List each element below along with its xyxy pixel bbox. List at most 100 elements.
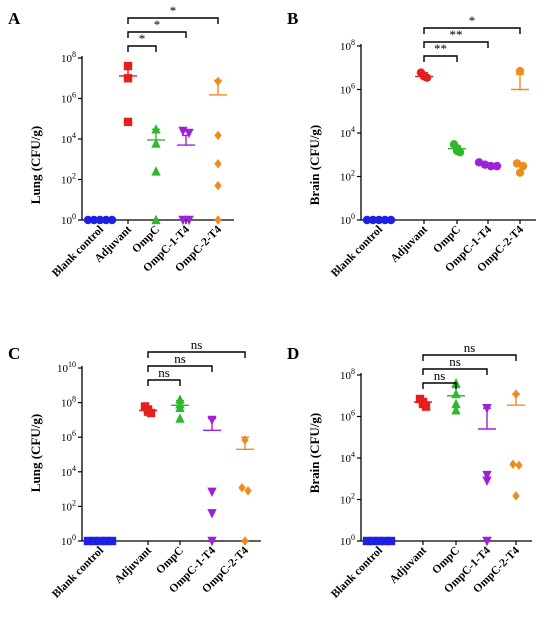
y-axis-label: Lung (CFU/g)	[28, 126, 43, 204]
data-point	[151, 124, 161, 134]
data-point	[175, 402, 185, 413]
y-tick-label: 102	[340, 492, 355, 507]
y-tick-label: 106	[340, 409, 355, 424]
data-point	[482, 536, 492, 547]
y-axis-label: Brain (CFU/g)	[307, 125, 322, 206]
data-point	[451, 398, 461, 409]
y-tick-label: 100	[61, 533, 76, 548]
data-point	[241, 435, 249, 445]
significance-bracket	[423, 41, 489, 48]
panel-letter: C	[8, 344, 20, 363]
data-point	[214, 215, 222, 225]
data-point	[107, 536, 117, 546]
significance-bracket	[423, 27, 521, 34]
data-point	[509, 459, 517, 469]
significance-bracket	[422, 382, 457, 389]
y-tick-label: 108	[340, 38, 355, 53]
data-point	[518, 161, 528, 171]
data-point	[362, 536, 372, 546]
data-point	[151, 138, 161, 148]
significance-bracket	[127, 17, 219, 24]
data-point	[214, 76, 222, 87]
significance-label: ns	[191, 337, 203, 352]
significance-label: ns	[158, 365, 170, 380]
data-point	[95, 536, 105, 546]
y-tick-label: 104	[61, 464, 76, 479]
data-point	[515, 168, 525, 177]
data-point	[214, 130, 222, 141]
data-point	[386, 536, 396, 546]
data-point	[515, 66, 525, 76]
data-point	[146, 408, 156, 418]
data-point	[244, 486, 252, 496]
data-point	[101, 536, 111, 546]
data-point	[175, 413, 185, 423]
data-point	[492, 161, 502, 171]
y-tick-label: 100	[340, 212, 355, 227]
significance-label: *	[139, 31, 146, 46]
significance-bracket	[422, 354, 517, 361]
data-point	[380, 536, 390, 546]
x-tick-label: Blank control	[329, 224, 385, 280]
data-point	[455, 148, 465, 157]
data-point	[374, 536, 384, 546]
x-tick-label: Adjuvant	[389, 224, 431, 266]
x-tick-label: Adjuvant	[388, 545, 430, 587]
y-tick-label: 100	[61, 212, 76, 227]
significance-bracket	[422, 368, 488, 375]
data-point	[123, 74, 133, 83]
y-tick-label: 108	[61, 395, 76, 410]
data-point	[214, 180, 222, 191]
significance-label: ns	[449, 354, 461, 369]
data-point	[101, 215, 111, 225]
panel-c: C Lung (CFU/g) 100 102 104 106 108 1010 Blank …	[8, 337, 261, 601]
data-point	[374, 215, 384, 225]
data-point	[175, 394, 185, 404]
y-tick-label: 102	[61, 498, 76, 513]
y-tick-label: 104	[340, 125, 355, 140]
data-point	[512, 491, 520, 501]
data-point	[83, 215, 93, 225]
y-tick-label: 100	[340, 533, 355, 548]
significance-bracket	[147, 365, 213, 372]
panel-letter: B	[287, 9, 298, 28]
significance-bracket	[127, 31, 187, 38]
significance-bracket	[147, 351, 246, 358]
data-point	[89, 215, 99, 225]
data-point	[482, 476, 492, 486]
data-point	[482, 404, 492, 414]
data-point	[207, 509, 217, 519]
significance-bracket	[423, 55, 458, 62]
data-point	[207, 487, 217, 497]
data-point	[421, 402, 431, 411]
y-tick-label: 106	[340, 82, 355, 97]
panel-d: D Brain (CFU/g) 100 102 104 106 108 Blank con…	[287, 340, 532, 601]
data-point	[515, 460, 523, 470]
data-point	[241, 536, 249, 546]
data-point	[380, 215, 390, 225]
data-point	[486, 161, 496, 171]
significance-bracket	[127, 45, 157, 52]
y-tick-label: 108	[61, 50, 76, 65]
data-point	[151, 214, 161, 225]
data-point	[238, 483, 246, 493]
data-point	[83, 536, 93, 546]
data-point	[184, 128, 194, 139]
y-tick-label: 106	[61, 91, 76, 106]
y-axis-label: Lung (CFU/g)	[28, 414, 43, 492]
significance-label: *	[154, 17, 161, 32]
significance-label: **	[434, 41, 447, 56]
significance-label: ns	[174, 351, 186, 366]
data-point	[451, 405, 461, 415]
y-tick-label: 102	[340, 169, 355, 184]
data-point	[368, 536, 378, 546]
data-point	[368, 215, 378, 225]
x-tick-label: Blank control	[50, 545, 106, 601]
data-point	[178, 215, 188, 226]
x-tick-label: Blank control	[329, 545, 385, 601]
significance-label: *	[469, 13, 476, 28]
significance-label: ns	[434, 368, 446, 383]
data-point	[151, 166, 161, 176]
data-point	[451, 388, 461, 399]
